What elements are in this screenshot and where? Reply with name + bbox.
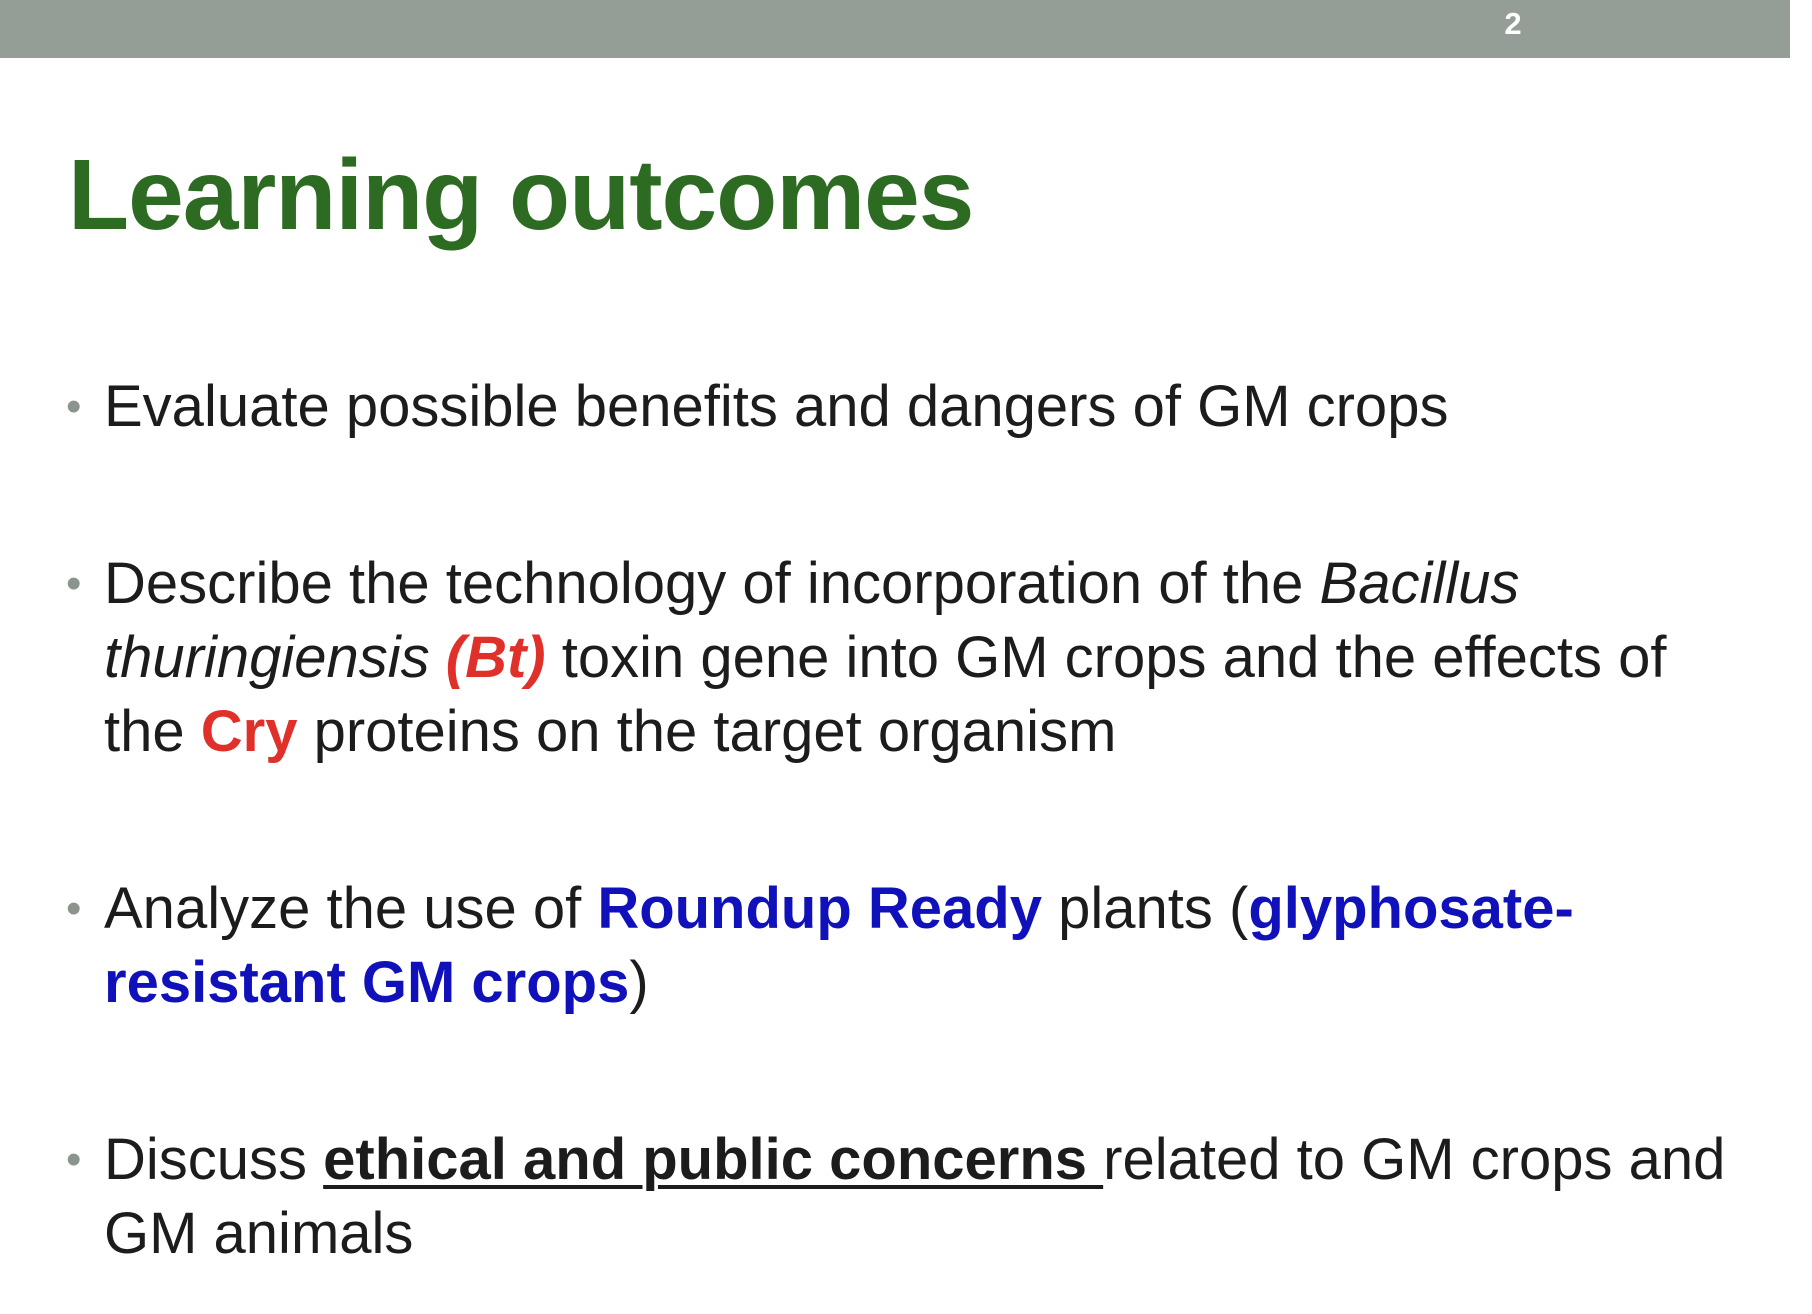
- bullet-dot-icon: •: [66, 1135, 82, 1184]
- bullet-text-part: Discuss: [104, 1127, 324, 1192]
- bullet-dot-icon: •: [66, 884, 82, 933]
- bullet-text-part: proteins on the target organism: [297, 699, 1117, 764]
- bullet-dot-icon: •: [66, 559, 82, 608]
- bullet-text-part: related to GM crops and GM animals: [104, 1127, 1726, 1266]
- glyphosate-highlight: glyphosate-resistant GM crops: [104, 876, 1574, 1015]
- ethical-concerns-highlight: ethical and public concerns: [323, 1127, 1104, 1192]
- list-item-discuss: • Discuss ethical and public concerns re…: [66, 1123, 1756, 1271]
- bullet-text-part: plants (: [1041, 876, 1249, 941]
- bullet-text-part: Describe the technology of incorporation…: [104, 551, 1320, 616]
- bullet-text-part: toxin gene into GM crops and the effects…: [104, 625, 1667, 764]
- list-item-analyze: • Analyze the use of Roundup Ready plant…: [66, 872, 1756, 1020]
- slide-header-bar: 2: [0, 0, 1790, 58]
- list-item-describe: • Describe the technology of incorporati…: [66, 547, 1756, 769]
- species-name: Bacillus thuringiensis: [104, 551, 1520, 690]
- bt-highlight: (Bt): [445, 625, 546, 690]
- bullet-text-space: [430, 625, 446, 690]
- bullet-text-part: ): [629, 950, 649, 1015]
- learning-outcomes-list: • Evaluate possible benefits and dangers…: [66, 370, 1756, 1271]
- roundup-ready-highlight: Roundup Ready: [597, 876, 1042, 941]
- slide-title: Learning outcomes: [68, 139, 974, 251]
- slide-number: 2: [1504, 6, 1522, 41]
- list-item-evaluate: • Evaluate possible benefits and dangers…: [66, 370, 1756, 444]
- bullet-dot-icon: •: [66, 382, 82, 431]
- bullet-text: Evaluate possible benefits and dangers o…: [104, 374, 1449, 439]
- cry-highlight: Cry: [200, 699, 298, 764]
- bullet-text-part: Analyze the use of: [104, 876, 598, 941]
